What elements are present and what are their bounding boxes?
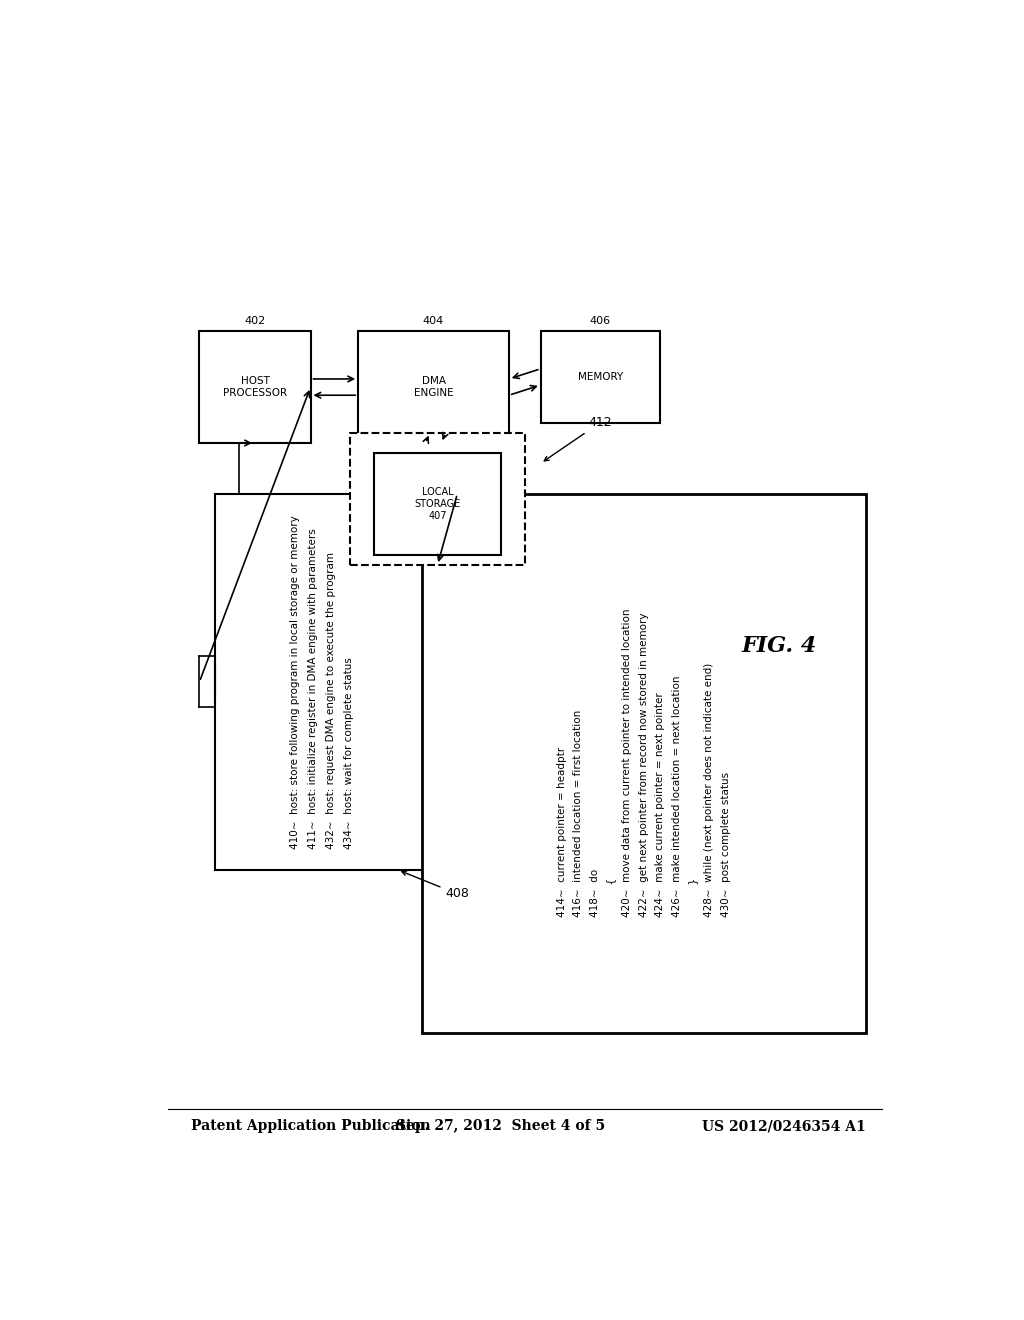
Text: 412: 412 [544,416,612,461]
Text: 404: 404 [423,315,444,326]
Bar [215,494,430,870]
Bar [541,331,659,422]
Text: 410∼  host: store following program in local storage or memory
411∼  host: initi: 410∼ host: store following program in lo… [291,515,354,849]
Text: LOCAL
STORAGE
407: LOCAL STORAGE 407 [415,487,461,520]
Text: US 2012/0246354 A1: US 2012/0246354 A1 [702,1119,866,1133]
Text: DMA
ENGINE: DMA ENGINE [414,376,454,397]
Bar [350,433,524,565]
Text: Patent Application Publication: Patent Application Publication [191,1119,431,1133]
Bar [422,494,866,1032]
Text: FIG. 4: FIG. 4 [741,635,816,657]
Bar [374,453,501,554]
Text: 408: 408 [401,871,469,900]
Text: 402: 402 [245,315,265,326]
Bar [358,331,509,444]
Text: Sep. 27, 2012  Sheet 4 of 5: Sep. 27, 2012 Sheet 4 of 5 [396,1119,605,1133]
Text: 406: 406 [590,315,610,326]
Text: MEMORY: MEMORY [578,372,623,381]
Bar [200,331,310,444]
Text: 414∼  current pointer = headptr
416∼  intended location = first location
418∼  d: 414∼ current pointer = headptr 416∼ inte… [557,609,731,917]
Text: HOST
PROCESSOR: HOST PROCESSOR [223,376,287,397]
